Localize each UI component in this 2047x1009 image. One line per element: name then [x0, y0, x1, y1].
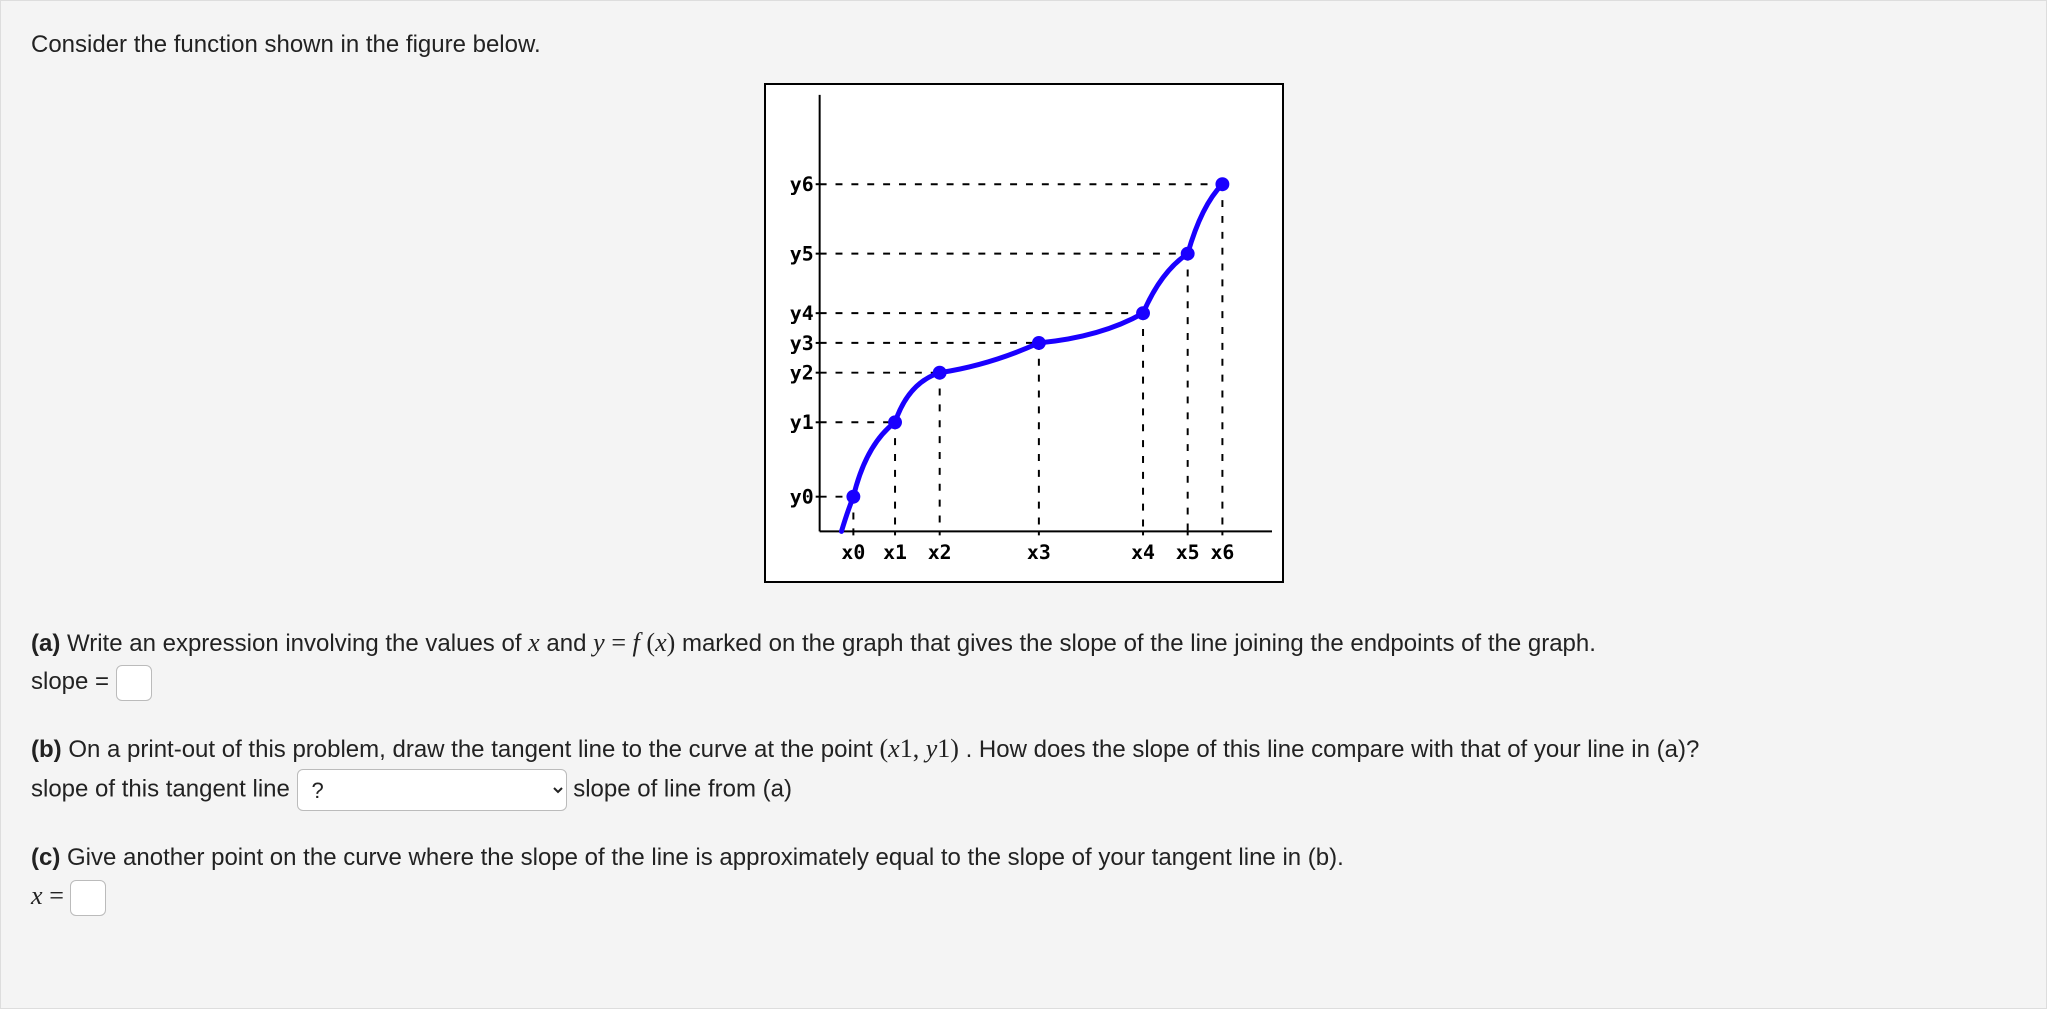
svg-text:y2: y2	[789, 362, 813, 385]
slope-label: slope =	[31, 668, 116, 695]
part-a-text-2: marked on the graph that gives the slope…	[682, 630, 1596, 657]
svg-text:y1: y1	[789, 411, 813, 434]
x-equals-x: x	[31, 881, 43, 910]
part-a: (a) Write an expression involving the va…	[31, 623, 2016, 701]
svg-text:x0: x0	[841, 541, 865, 564]
svg-text:x6: x6	[1210, 541, 1234, 564]
math-y: y	[593, 628, 605, 657]
intro-text: Consider the function shown in the figur…	[31, 31, 2016, 59]
svg-text:y0: y0	[789, 486, 813, 509]
math-eq: =	[611, 628, 632, 657]
pt-x: x	[888, 734, 900, 763]
math-f: f	[632, 628, 639, 657]
svg-text:y6: y6	[789, 173, 813, 196]
slope-input[interactable]	[116, 665, 152, 701]
pt-close: )	[950, 734, 959, 763]
tangent-compare-select[interactable]: ?	[297, 769, 567, 811]
function-graph: y0 y1 y2 y3 y4 y5 y6 x0 x1 x2 x3 x4 x5 x6	[764, 83, 1284, 583]
x-input[interactable]	[70, 880, 106, 916]
math-of-x-close: )	[667, 628, 676, 657]
part-c-label: (c)	[31, 844, 60, 871]
part-b: (b) On a print-out of this problem, draw…	[31, 729, 2016, 811]
part-b-text-2: . How does the slope of this line compar…	[966, 736, 1700, 763]
pt-sep: ,	[913, 734, 926, 763]
figure-wrap: y0 y1 y2 y3 y4 y5 y6 x0 x1 x2 x3 x4 x5 x6	[31, 83, 2016, 583]
svg-text:x1: x1	[883, 541, 907, 564]
part-a-label: (a)	[31, 630, 60, 657]
svg-text:x2: x2	[927, 541, 951, 564]
pt-y: y	[926, 734, 938, 763]
part-b-row-before: slope of this tangent line	[31, 776, 297, 803]
graph-svg: y0 y1 y2 y3 y4 y5 y6 x0 x1 x2 x3 x4 x5 x6	[766, 85, 1282, 581]
math-of-x-open: (	[646, 628, 655, 657]
part-a-text-1: Write an expression involving the values…	[67, 630, 528, 657]
svg-text:y3: y3	[789, 332, 813, 355]
part-c-text: Give another point on the curve where th…	[67, 844, 1344, 871]
svg-text:y4: y4	[789, 302, 813, 325]
svg-text:y5: y5	[789, 243, 813, 266]
math-of-x-x: x	[655, 628, 667, 657]
problem-page: Consider the function shown in the figur…	[0, 0, 2047, 1009]
x-equals-eq: =	[49, 881, 70, 910]
svg-text:x4: x4	[1131, 541, 1155, 564]
svg-text:x3: x3	[1026, 541, 1050, 564]
part-c: (c) Give another point on the curve wher…	[31, 839, 2016, 916]
pt-x1-num: 1	[900, 734, 913, 763]
pt-open: (	[879, 734, 888, 763]
svg-text:x5: x5	[1175, 541, 1199, 564]
part-b-label: (b)	[31, 736, 62, 763]
math-x: x	[528, 628, 540, 657]
part-b-row-after: slope of line from (a)	[573, 776, 792, 803]
part-b-text-1: On a print-out of this problem, draw the…	[68, 736, 879, 763]
pt-y1-num: 1	[937, 734, 950, 763]
part-a-text-and: and	[546, 630, 593, 657]
